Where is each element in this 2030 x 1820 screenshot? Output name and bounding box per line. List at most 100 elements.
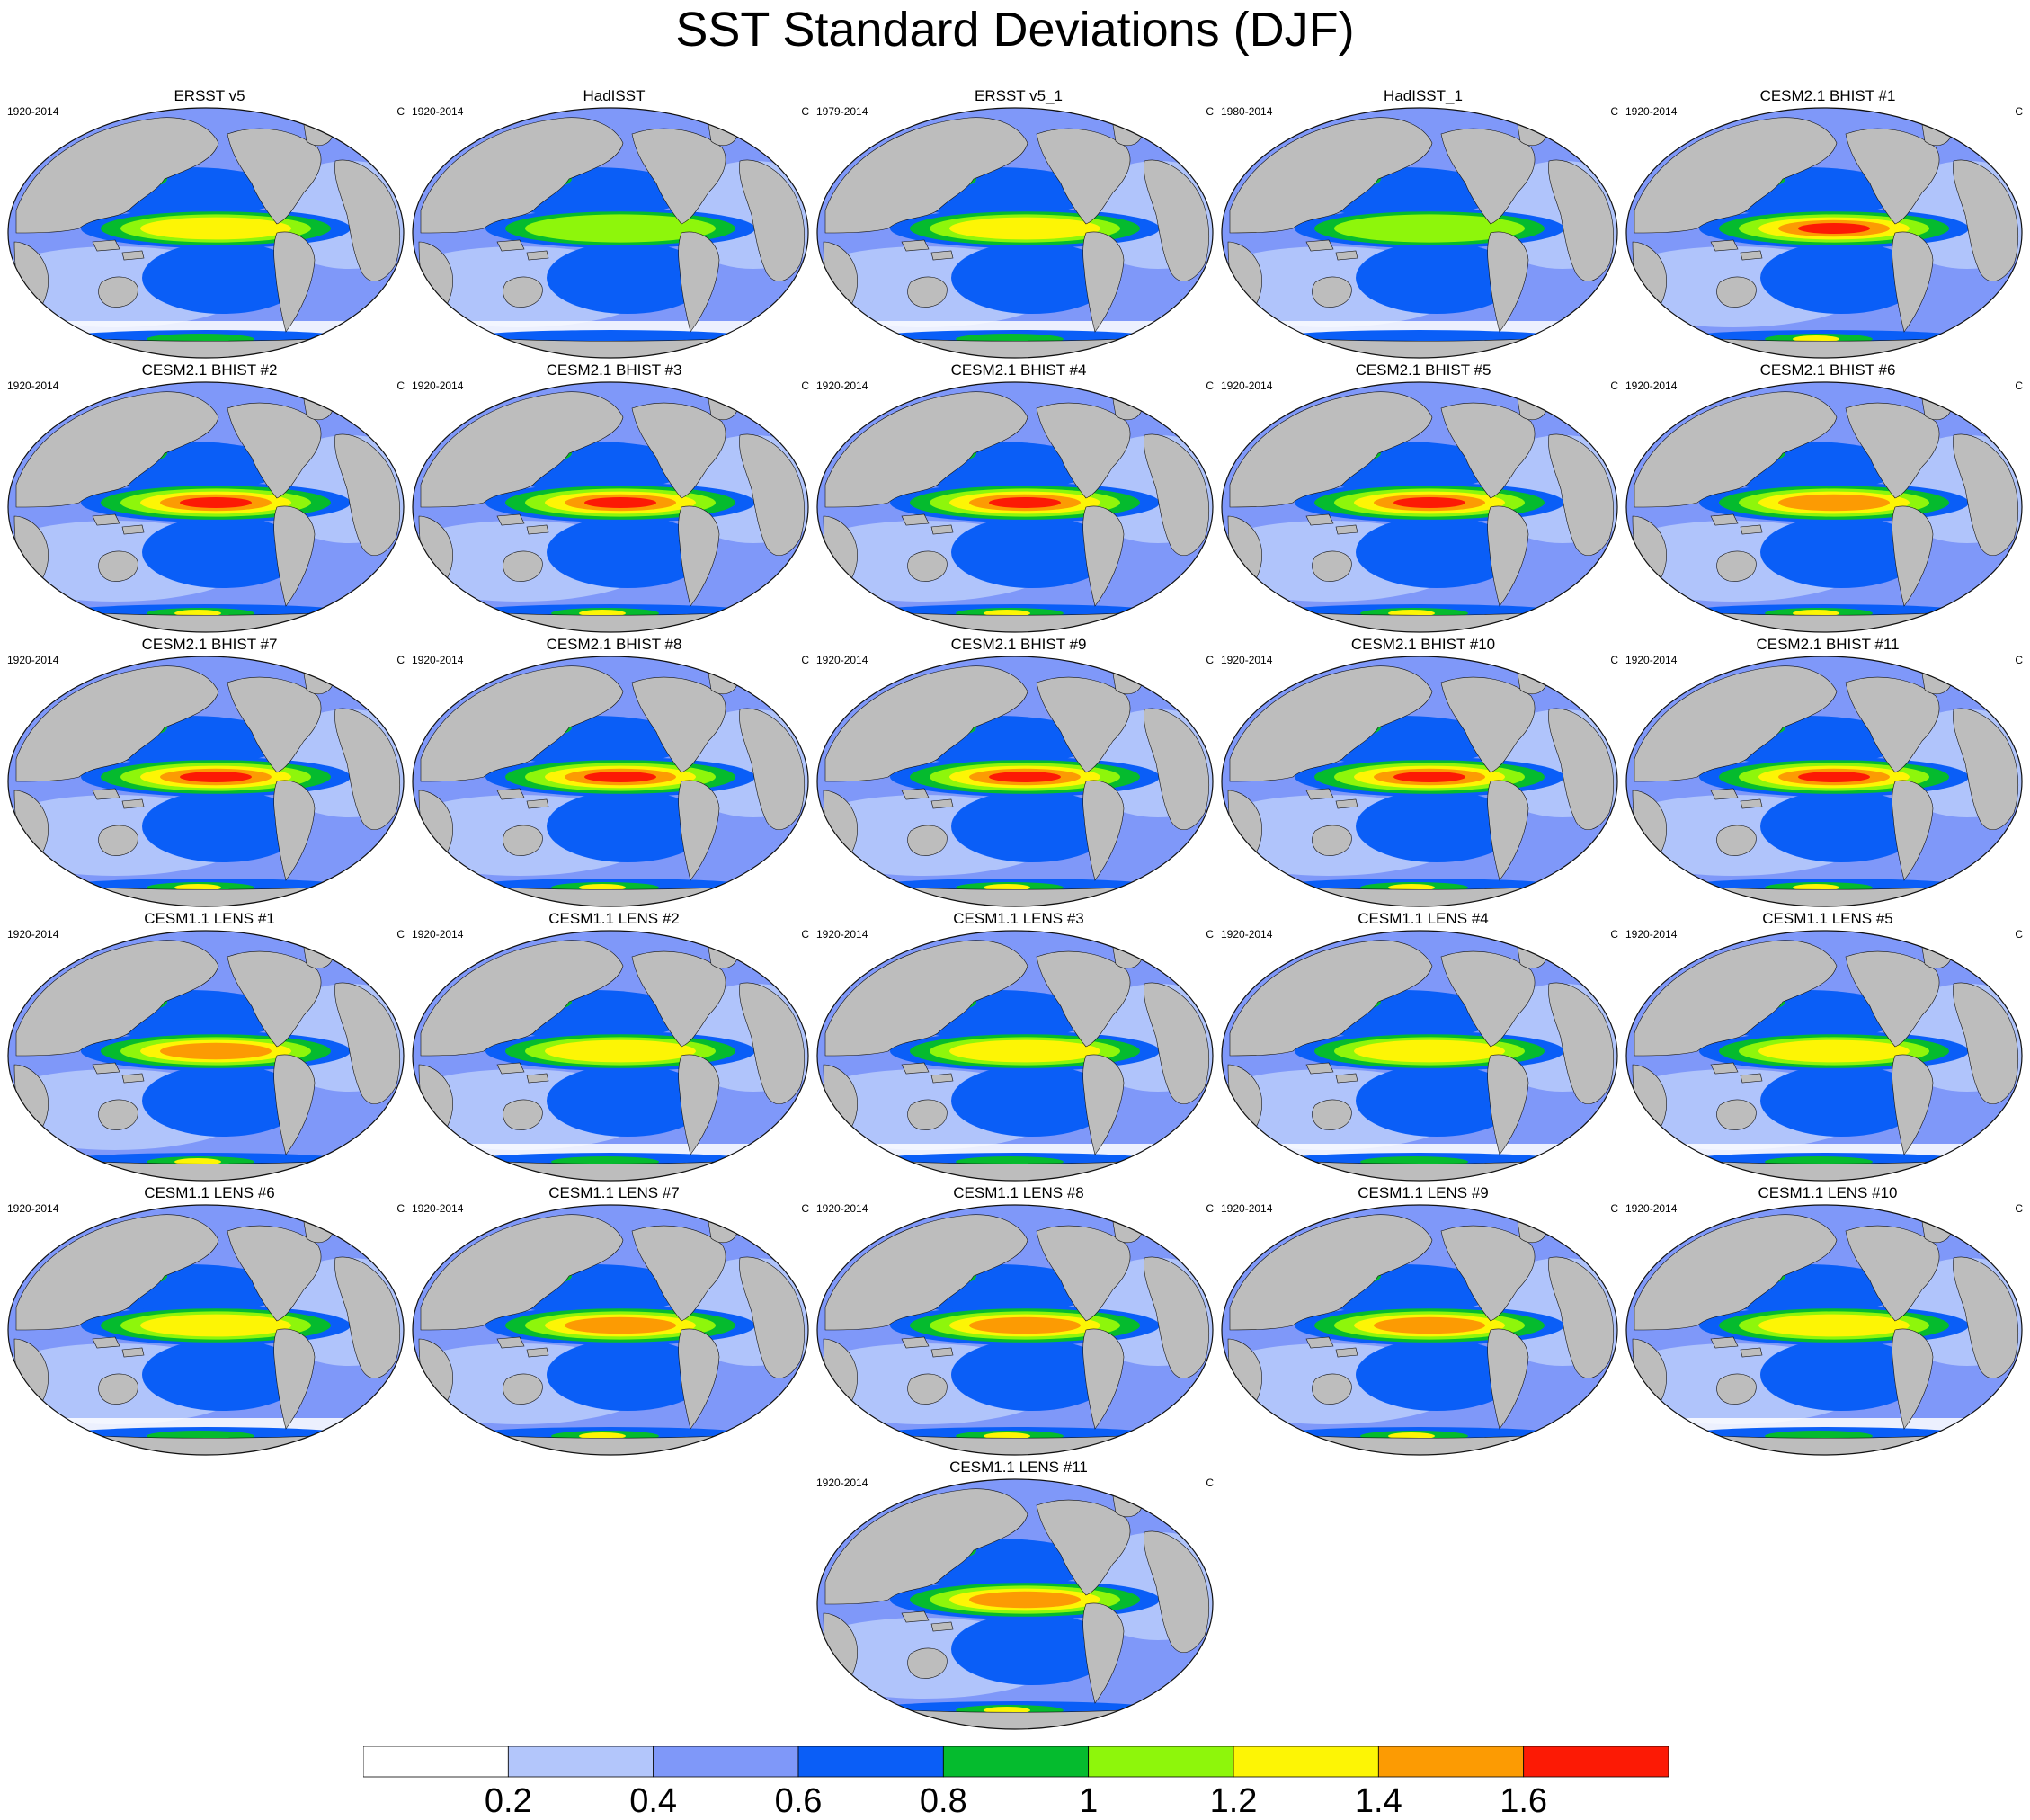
map-panel: ERSST v5_1 1979-2014 C: [816, 87, 1221, 361]
sst-map: [1625, 381, 2023, 633]
sst-map: [7, 107, 405, 359]
panel-units: C: [396, 654, 405, 666]
panel-title: CESM2.1 BHIST #1: [1759, 87, 1896, 104]
panel-title: CESM1.1 LENS #1: [144, 910, 275, 927]
map-panel: HadISST 1920-2014 C: [412, 87, 816, 361]
map-panel: CESM2.1 BHIST #1 1920-2014 C: [1625, 87, 2030, 361]
colorbar-swatch: [1523, 1746, 1669, 1778]
panel-title: CESM1.1 LENS #8: [953, 1184, 1084, 1201]
panel-year-range: 1920-2014: [412, 928, 464, 941]
panel-units: C: [801, 379, 809, 392]
colorbar-tick-label: 0.4: [629, 1782, 678, 1820]
panel-year-range: 1920-2014: [7, 379, 59, 392]
colorbar-tick-label: 1.6: [1500, 1782, 1548, 1820]
panel-units: C: [2015, 379, 2023, 392]
panel-year-range: 1920-2014: [1625, 105, 1678, 118]
panel-units: C: [1206, 928, 1214, 941]
sst-map: [1221, 1204, 1618, 1456]
panel-year-range: 1920-2014: [816, 1202, 868, 1215]
panel-title: CESM2.1 BHIST #8: [546, 636, 682, 653]
colorbar-swatch: [1377, 1746, 1525, 1778]
map-panel: CESM1.1 LENS #10 1920-2014 C: [1625, 1184, 2030, 1459]
panel-units: C: [2015, 1202, 2023, 1215]
panel-units: C: [801, 928, 809, 941]
panel-year-range: 1920-2014: [412, 654, 464, 666]
panel-units: C: [396, 379, 405, 392]
sst-map: [1625, 656, 2023, 907]
colorbar-swatch: [942, 1746, 1090, 1778]
panel-title: CESM1.1 LENS #7: [548, 1184, 680, 1201]
panel-units: C: [1610, 379, 1618, 392]
colorbar-swatch: [363, 1746, 509, 1778]
colorbar-tick-label: 1.2: [1209, 1782, 1258, 1820]
sst-map: [1625, 107, 2023, 359]
colorbar-swatch: [653, 1746, 799, 1778]
panel-year-range: 1920-2014: [1625, 379, 1678, 392]
panel-title: CESM2.1 BHIST #7: [141, 636, 278, 653]
panel-title: CESM1.1 LENS #2: [548, 910, 680, 927]
map-panel: CESM2.1 BHIST #9 1920-2014 C: [816, 636, 1221, 910]
colorbar-tick-label: 1: [1079, 1782, 1099, 1820]
panel-units: C: [1206, 379, 1214, 392]
panel-year-range: 1920-2014: [1221, 379, 1273, 392]
colorbar-tick-label: 1.4: [1354, 1782, 1402, 1820]
panel-year-range: 1980-2014: [1221, 105, 1273, 118]
panel-units: C: [1610, 105, 1618, 118]
sst-map: [816, 930, 1214, 1182]
map-panel: CESM1.1 LENS #7 1920-2014 C: [412, 1184, 816, 1459]
sst-map: [412, 656, 809, 907]
panel-units: C: [1206, 105, 1214, 118]
sst-map: [816, 1204, 1214, 1456]
map-panel: CESM1.1 LENS #9 1920-2014 C: [1221, 1184, 1625, 1459]
map-panel: CESM1.1 LENS #11 1920-2014 C: [816, 1459, 1221, 1733]
panel-year-range: 1920-2014: [7, 928, 59, 941]
panel-year-range: 1920-2014: [7, 654, 59, 666]
panel-year-range: 1920-2014: [1221, 1202, 1273, 1215]
map-panel: CESM2.1 BHIST #5 1920-2014 C: [1221, 361, 1625, 636]
colorbar-swatch: [797, 1746, 944, 1778]
map-panel: CESM1.1 LENS #5 1920-2014 C: [1625, 910, 2030, 1184]
panel-year-range: 1920-2014: [412, 1202, 464, 1215]
panel-title: CESM2.1 BHIST #4: [950, 361, 1087, 379]
panel-title: CESM1.1 LENS #9: [1358, 1184, 1489, 1201]
panel-units: C: [2015, 654, 2023, 666]
panel-title: CESM1.1 LENS #10: [1758, 1184, 1898, 1201]
panel-title: CESM2.1 BHIST #10: [1350, 636, 1496, 653]
map-panel: CESM1.1 LENS #2 1920-2014 C: [412, 910, 816, 1184]
map-panel: CESM2.1 BHIST #2 1920-2014 C: [7, 361, 412, 636]
panel-title: CESM2.1 BHIST #3: [546, 361, 682, 379]
panel-title: CESM2.1 BHIST #6: [1759, 361, 1896, 379]
panel-year-range: 1920-2014: [7, 105, 59, 118]
colorbar-tick-label: 0.2: [484, 1782, 532, 1820]
map-panel: CESM1.1 LENS #8 1920-2014 C: [816, 1184, 1221, 1459]
panel-title: HadISST_1: [1384, 87, 1463, 104]
panel-title: CESM2.1 BHIST #11: [1756, 636, 1900, 653]
panel-year-range: 1920-2014: [1625, 928, 1678, 941]
map-panel: CESM2.1 BHIST #6 1920-2014 C: [1625, 361, 2030, 636]
panel-title: CESM1.1 LENS #3: [953, 910, 1084, 927]
sst-map: [1221, 930, 1618, 1182]
map-panel: CESM1.1 LENS #3 1920-2014 C: [816, 910, 1221, 1184]
panel-year-range: 1920-2014: [816, 1477, 868, 1489]
sst-map: [412, 930, 809, 1182]
sst-map: [816, 656, 1214, 907]
sst-map: [412, 1204, 809, 1456]
panel-units: C: [2015, 105, 2023, 118]
sst-map: [7, 656, 405, 907]
panel-title: CESM1.1 LENS #6: [144, 1184, 275, 1201]
panel-year-range: 1920-2014: [1625, 1202, 1678, 1215]
map-panel: HadISST_1 1980-2014 C: [1221, 87, 1625, 361]
sst-map: [1221, 656, 1618, 907]
panel-year-range: 1920-2014: [1221, 654, 1273, 666]
panel-units: C: [1610, 928, 1618, 941]
panel-title: ERSST v5: [174, 87, 245, 104]
panel-units: C: [396, 928, 405, 941]
map-panel: CESM2.1 BHIST #3 1920-2014 C: [412, 361, 816, 636]
sst-map: [1221, 381, 1618, 633]
panel-year-range: 1920-2014: [1625, 654, 1678, 666]
panel-year-range: 1920-2014: [412, 379, 464, 392]
panel-title: HadISST: [583, 87, 646, 104]
map-panel: CESM2.1 BHIST #8 1920-2014 C: [412, 636, 816, 910]
panel-year-range: 1920-2014: [1221, 928, 1273, 941]
colorbar-swatch: [1088, 1746, 1234, 1778]
